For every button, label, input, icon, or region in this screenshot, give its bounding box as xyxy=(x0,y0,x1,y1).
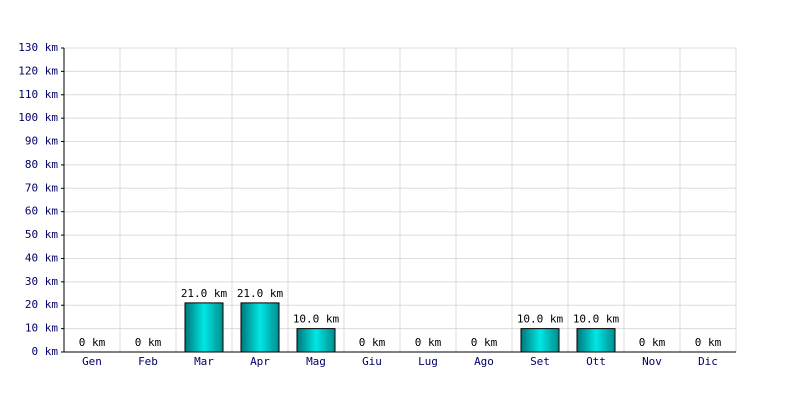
y-tick-label: 70 km xyxy=(25,181,58,194)
data-label: 21.0 km xyxy=(181,287,228,300)
y-tick-label: 30 km xyxy=(25,275,58,288)
y-tick-label: 50 km xyxy=(25,228,58,241)
data-label: 10.0 km xyxy=(573,313,620,326)
x-tick-label: Lug xyxy=(418,355,438,368)
data-label: 0 km xyxy=(471,336,498,349)
x-tick-label: Ago xyxy=(474,355,494,368)
y-tick-label: 10 km xyxy=(25,322,58,335)
data-label: 0 km xyxy=(695,336,722,349)
x-tick-label: Mar xyxy=(194,355,214,368)
y-tick-label: 40 km xyxy=(25,251,58,264)
bar xyxy=(296,328,336,353)
bar xyxy=(520,328,560,353)
data-label: 10.0 km xyxy=(293,313,340,326)
x-tick-label: Nov xyxy=(642,355,662,368)
x-tick-label: Gen xyxy=(82,355,102,368)
y-tick-label: 0 km xyxy=(32,345,59,358)
y-tick-label: 80 km xyxy=(25,158,58,171)
y-tick-label: 90 km xyxy=(25,135,58,148)
x-tick-label: Dic xyxy=(698,355,718,368)
x-tick-label: Apr xyxy=(250,355,270,368)
y-tick-label: 110 km xyxy=(18,88,58,101)
bar xyxy=(184,302,224,353)
bar xyxy=(576,328,616,353)
x-tick-label: Feb xyxy=(138,355,158,368)
x-tick-label: Set xyxy=(530,355,550,368)
x-tick-label: Mag xyxy=(306,355,326,368)
data-label: 0 km xyxy=(79,336,106,349)
data-label: 0 km xyxy=(359,336,386,349)
data-label: 0 km xyxy=(135,336,162,349)
bar xyxy=(240,302,280,353)
data-label: 21.0 km xyxy=(237,287,284,300)
y-tick-label: 20 km xyxy=(25,298,58,311)
y-tick-label: 130 km xyxy=(18,41,58,54)
data-label: 0 km xyxy=(415,336,442,349)
x-tick-label: Ott xyxy=(586,355,606,368)
y-tick-label: 120 km xyxy=(18,64,58,77)
data-label: 0 km xyxy=(639,336,666,349)
x-tick-label: Giu xyxy=(362,355,382,368)
y-tick-label: 100 km xyxy=(18,111,58,124)
y-tick-label: 60 km xyxy=(25,205,58,218)
data-label: 10.0 km xyxy=(517,313,564,326)
